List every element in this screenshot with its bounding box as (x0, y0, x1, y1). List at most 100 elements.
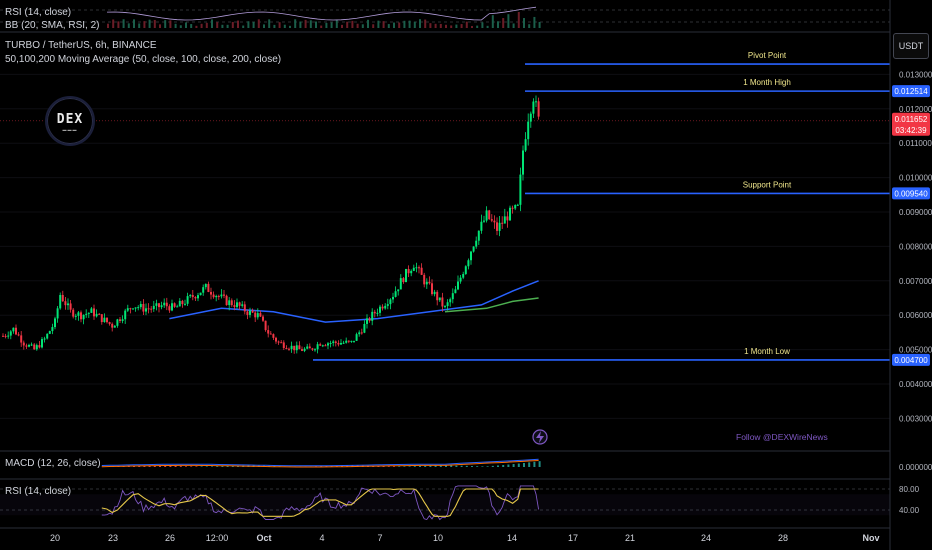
candle-body (111, 323, 114, 328)
candle-body (46, 333, 49, 339)
candle-body (215, 295, 218, 298)
top-histogram-bar (304, 19, 307, 28)
level-price-tag-text: 0.012514 (894, 87, 928, 96)
candle-body (537, 101, 540, 117)
macd-histogram-bar (211, 466, 213, 467)
candle-body (314, 349, 316, 351)
candle-body (7, 335, 10, 337)
candle-body (119, 319, 121, 321)
candle-body (379, 306, 381, 313)
top-histogram-bar (424, 19, 427, 28)
candle-body (152, 305, 155, 310)
candle-body (449, 299, 452, 303)
candle-body (373, 311, 376, 314)
logo-text: DEX (56, 112, 84, 127)
candle-body (399, 278, 402, 290)
top-histogram-bar (148, 19, 151, 28)
top-histogram-bar (325, 22, 328, 28)
candle-body (171, 303, 173, 311)
top-histogram-bar (413, 21, 416, 28)
candle-body (108, 322, 111, 324)
candle-body (371, 311, 374, 321)
level-price-tag (892, 187, 930, 200)
candle-body (272, 334, 275, 338)
level-lines: Pivot Point 1 Month High Support Point 1 Mo… (313, 51, 890, 361)
top-histogram-bar (242, 25, 245, 28)
currency-button[interactable]: USDT (893, 33, 929, 59)
candle-body (173, 303, 176, 307)
candle-body (509, 207, 511, 221)
candle-body (158, 303, 160, 308)
top-rsi-label: RSI (14, close) (5, 7, 72, 18)
top-histogram-bar (200, 23, 203, 28)
top-histogram-bar (122, 19, 125, 28)
macd-histogram-bar (408, 466, 411, 467)
candle-body (337, 342, 340, 345)
candle-body (511, 207, 514, 209)
top-histogram-bar (107, 23, 109, 28)
macd-histogram-bar (424, 465, 427, 467)
macd-histogram-bar (221, 466, 224, 467)
top-histogram-bar (481, 22, 484, 28)
candle-body (366, 318, 368, 324)
candle-body (113, 325, 116, 328)
time-axis[interactable]: 20 23 26 12:00 Oct 4 7 10 14 17 21 24 28 Nov (50, 533, 880, 543)
macd-histogram-bar (195, 466, 198, 467)
macd-tick-label: 0.000000 (899, 463, 932, 472)
candle-body (464, 266, 467, 275)
candle-body (142, 303, 145, 312)
top-histogram-bar (257, 19, 260, 28)
macd-pane: 0.000000 (101, 458, 932, 472)
candle-body (522, 150, 524, 175)
top-histogram-bar (153, 19, 156, 28)
time-tick-label: 7 (377, 533, 382, 543)
candle-body (405, 268, 407, 283)
candle-body (147, 308, 150, 310)
candle-body (397, 289, 400, 292)
candle-body (121, 319, 124, 321)
candle-body (207, 283, 210, 292)
macd-histogram-bar (325, 465, 328, 467)
candle-body (100, 314, 103, 323)
candle-body (490, 219, 493, 221)
ma-indicator-label[interactable]: 50,100,200 Moving Average (50, close, 10… (5, 54, 282, 65)
candle-body (340, 343, 342, 345)
ma-fast-line (169, 280, 539, 323)
candle-body (488, 210, 491, 220)
top-histogram-bar (517, 12, 520, 28)
top-histogram-bar (507, 14, 510, 28)
macd-histogram-bar (185, 466, 187, 467)
symbol-title[interactable]: TURBO / TetherUS, 6h, BINANCE (5, 40, 157, 51)
top-histogram-bar (346, 21, 349, 28)
top-histogram-bar (502, 18, 505, 28)
candle-body (41, 339, 43, 348)
candle-body (168, 306, 171, 311)
candle-body (425, 281, 428, 285)
candle-body (514, 205, 517, 209)
top-histogram-bar (112, 19, 115, 28)
macd-histogram-bar (226, 465, 229, 467)
macd-histogram-bar (377, 466, 380, 467)
candle-body (199, 292, 202, 296)
time-tick-label: 14 (507, 533, 517, 543)
candle-body (324, 345, 327, 347)
candle-body (17, 334, 20, 336)
moving-averages (169, 280, 539, 323)
top-histogram-bar (455, 24, 458, 28)
top-histogram-bar (320, 25, 323, 28)
candle-body (98, 313, 101, 315)
price-tick-label: 0.003000 (899, 414, 932, 423)
candle-body (462, 274, 465, 278)
lightning-icon[interactable] (532, 429, 548, 445)
price-axis[interactable]: 0.013000 0.012000 0.011000 0.010000 0.009000… (899, 70, 932, 423)
price-tick-label: 0.008000 (899, 242, 932, 251)
candle-body (457, 281, 459, 290)
candle-body (43, 338, 46, 340)
candle-body (223, 294, 225, 296)
candle-body (389, 299, 392, 305)
candle-body (28, 344, 30, 347)
top-histogram-bar (237, 20, 239, 28)
candle-body (295, 345, 298, 351)
candle-body (431, 283, 433, 295)
